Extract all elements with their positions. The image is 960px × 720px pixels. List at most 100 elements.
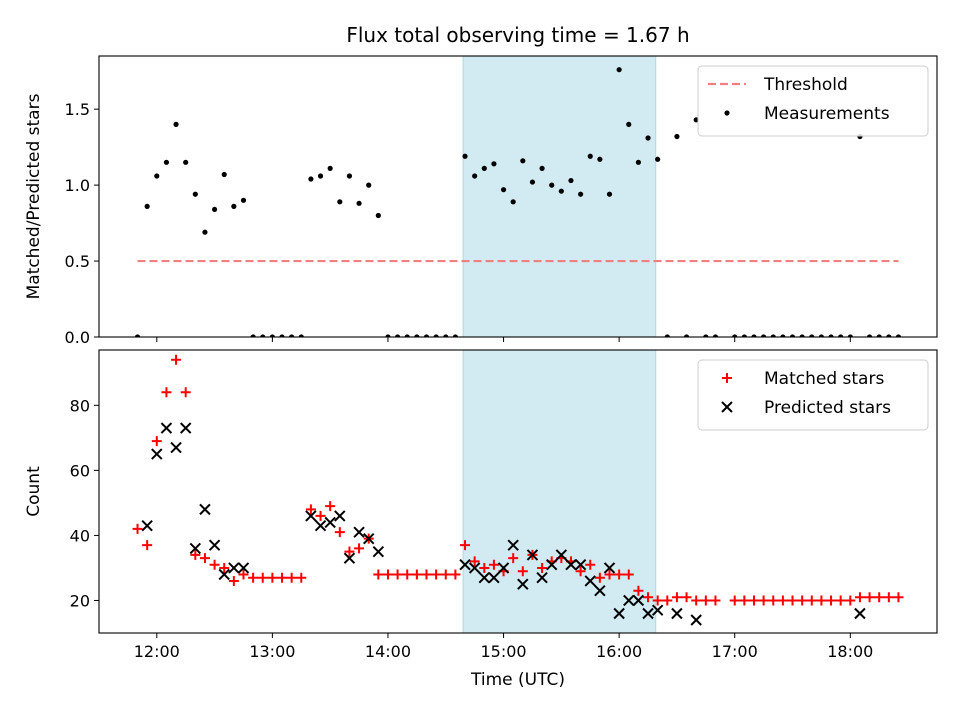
matched-stars-point-11 [238,569,249,580]
predicted-stars-point-5 [189,542,202,555]
predicted-stars-point-37 [632,594,645,607]
matched-stars-point-67 [787,595,798,606]
matched-stars-point-54 [652,595,663,606]
matched-stars-point-27 [392,569,403,580]
matched-stars-point-12 [248,572,259,583]
measurements-point-22 [346,173,353,179]
measurements-point-42 [539,165,545,171]
matched-stars-point-15 [277,572,288,583]
measurements-point-78 [895,334,902,337]
predicted-stars-point-26 [526,549,539,561]
matched-stars-point-13 [257,572,268,583]
predicted-stars-point-4 [179,422,192,434]
matched-stars-point-14 [267,572,278,583]
matched-stars-point-48 [594,572,605,583]
matched-stars-point-21 [334,527,345,538]
legend: Matched stars Predicted stars [697,359,929,431]
measurements-point-76 [876,334,882,337]
matched-stars-point-3 [161,387,172,398]
matched-stars-point-7 [199,553,210,564]
predicted-stars-point-13 [324,516,336,529]
matched-stars-point-73 [845,595,856,606]
measurements-point-63 [751,334,757,337]
x-tick-label: 15:00 [480,642,526,661]
matched-stars-point-46 [575,566,586,577]
measurements-point-69 [809,334,815,337]
matched-stars-point-49 [604,569,615,580]
predicted-stars-point-32 [584,575,596,587]
predicted-stars-point-24 [507,539,519,551]
measurements-point-46 [578,191,584,197]
measurements-point-45 [568,177,574,184]
predicted-stars-point-42 [854,607,866,620]
y-tick-label: 0.5 [65,252,90,271]
matched-stars-point-37 [488,559,499,570]
measurements-point-48 [597,156,603,162]
measurements-point-21 [337,199,343,205]
matched-stars-point-74 [854,592,865,603]
matched-stars-point-68 [797,595,808,606]
measurements-point-66 [780,334,786,337]
predicted-stars-point-34 [603,562,616,574]
predicted-stars-point-40 [671,607,683,620]
observing-window-span [462,349,657,634]
predicted-stars-point-16 [353,526,365,538]
matched-stars-point-29 [411,569,422,580]
matched-stars-point-39 [508,553,519,564]
predicted-stars-point-7 [208,539,221,551]
measurements-point-29 [414,334,420,337]
matched-stars-point-10 [228,575,239,586]
measurements-point-14 [269,334,275,337]
measurements-point-54 [655,156,661,162]
matched-stars-point-57 [681,592,692,603]
matched-stars-point-76 [874,592,885,603]
measurements-point-31 [433,334,439,337]
measurements-point-72 [838,334,844,337]
matched-stars-point-0 [132,523,143,534]
measurements-point-24 [366,182,372,188]
predicted-stars-point-30 [565,558,577,571]
measurements-point-25 [375,212,381,219]
measurements-point-35 [472,173,478,179]
measurements-point-2 [154,173,160,179]
top-panel-ratio: 0.0 0.5 1.0 1.5 Matched/Predicted stars Thres… [24,55,938,347]
predicted-stars-point-9 [228,562,240,574]
matched-stars-point-1 [142,540,153,551]
measurements-point-8 [211,206,218,213]
measurements-point-3 [163,159,170,165]
matched-stars-point-61 [729,595,740,606]
legend-predicted-swatch [721,401,733,413]
predicted-stars-point-22 [488,571,500,584]
measurements-point-52 [635,159,642,165]
measurements-point-1 [144,203,150,209]
axes-frame [98,55,938,338]
matched-stars-point-25 [373,569,384,580]
measurements-point-61 [732,334,738,337]
predicted-stars-point-19 [459,558,471,571]
measurements-point-51 [626,121,632,127]
predicted-stars-point-27 [536,571,548,584]
observing-window-span [462,55,657,338]
y-tick-label: 0.0 [65,328,90,347]
matched-stars-point-64 [758,595,769,606]
measurements-point-47 [587,153,593,159]
legend: Threshold Measurements [697,65,929,137]
predicted-stars-point-35 [613,607,625,620]
matched-stars-point-75 [864,592,875,603]
measurements-point-0 [134,334,141,337]
matched-stars-point-55 [662,595,673,606]
legend-matched-swatch [722,373,732,383]
legend-label: Predicted stars [764,398,891,418]
matched-stars-point-65 [768,595,779,606]
y-tick-label: 60 [70,461,90,480]
matched-stars-point-16 [286,572,297,583]
matched-stars-point-9 [219,562,230,573]
measurements-point-33 [452,334,458,337]
measurements-point-20 [327,165,333,171]
matched-stars-point-52 [633,585,644,596]
measurements-point-5 [183,159,189,165]
measurements-point-37 [491,161,497,167]
predicted-stars-point-3 [170,441,182,454]
x-axis-label: Time (UTC) [470,670,565,690]
